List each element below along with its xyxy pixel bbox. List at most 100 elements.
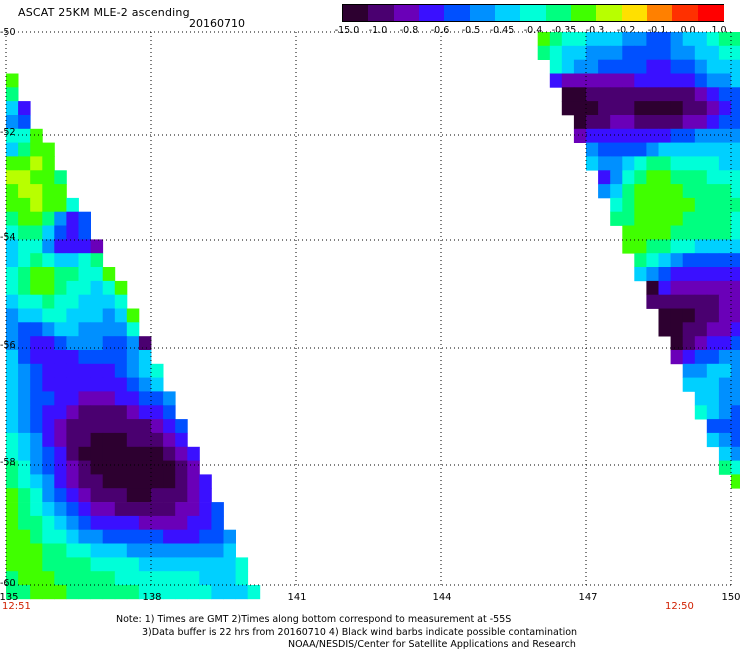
wind-cell-right bbox=[622, 73, 635, 88]
wind-cell-right bbox=[706, 350, 720, 365]
wind-cell-right bbox=[670, 322, 684, 337]
wind-cell-right bbox=[634, 156, 647, 171]
wind-cell-left bbox=[6, 432, 19, 448]
wind-cell-right bbox=[670, 128, 684, 143]
wind-cell-right bbox=[586, 59, 599, 74]
wind-cell-right bbox=[670, 32, 684, 47]
wind-cell-right bbox=[682, 377, 696, 392]
wind-cell-left bbox=[42, 391, 55, 406]
wind-cell-left bbox=[54, 557, 67, 572]
wind-cell-left bbox=[66, 363, 79, 378]
wind-cell-left bbox=[247, 585, 261, 600]
wind-cell-right bbox=[610, 156, 623, 171]
wind-cell-left bbox=[126, 363, 140, 378]
wind-cell-left bbox=[90, 336, 104, 351]
wind-cell-right bbox=[646, 170, 659, 185]
wind-cell-left bbox=[18, 377, 31, 392]
wind-cell-right bbox=[586, 101, 599, 116]
wind-cell-right bbox=[646, 239, 659, 254]
wind-cell-left bbox=[18, 446, 31, 461]
wind-cell-right bbox=[658, 211, 671, 226]
wind-cell-left bbox=[30, 488, 43, 503]
wind-cell-left bbox=[6, 73, 19, 88]
wind-cell-left bbox=[18, 419, 31, 434]
wind-cell-left bbox=[78, 336, 91, 351]
wind-cell-left bbox=[90, 350, 104, 365]
wind-cell-right bbox=[610, 101, 623, 116]
wind-cell-left bbox=[114, 571, 128, 586]
wind-cell-left bbox=[18, 197, 31, 213]
wind-cell-left bbox=[90, 502, 104, 517]
wind-cell-right bbox=[634, 73, 647, 88]
wind-cell-right bbox=[646, 101, 659, 116]
wind-cell-right bbox=[694, 184, 708, 199]
wind-cell-left bbox=[66, 446, 79, 461]
wind-cell-left bbox=[54, 460, 67, 475]
wind-cell-right bbox=[586, 156, 599, 171]
wind-cell-left bbox=[6, 280, 19, 296]
wind-cell-right bbox=[610, 115, 623, 130]
lat-label-56: -56 bbox=[0, 340, 16, 351]
wind-cell-right bbox=[670, 253, 684, 268]
wind-cell-left bbox=[42, 225, 55, 240]
wind-cell-right bbox=[610, 142, 623, 157]
wind-cell-left bbox=[102, 294, 116, 309]
wind-cell-right bbox=[694, 336, 708, 351]
wind-cell-left bbox=[6, 557, 19, 572]
wind-cell-left bbox=[6, 543, 19, 558]
wind-cell-left bbox=[223, 557, 236, 572]
wind-cell-left bbox=[66, 460, 79, 475]
wind-cell-right bbox=[598, 156, 611, 171]
wind-cell-left bbox=[163, 585, 176, 600]
wind-cell-right bbox=[694, 128, 708, 143]
lon-label-135: 135 bbox=[0, 592, 19, 603]
wind-cell-left bbox=[18, 350, 31, 365]
scale-swatch bbox=[343, 5, 369, 21]
wind-cell-left bbox=[175, 557, 188, 572]
wind-cell-right bbox=[718, 59, 732, 74]
wind-cell-right bbox=[598, 87, 611, 102]
wind-cell-left bbox=[30, 557, 43, 572]
wind-cell-left bbox=[199, 502, 212, 517]
wind-cell-left bbox=[54, 377, 67, 392]
wind-cell-right bbox=[610, 59, 623, 74]
wind-cell-left bbox=[187, 460, 200, 475]
wind-cell-left bbox=[42, 267, 55, 282]
wind-cell-left bbox=[42, 253, 55, 268]
wind-cell-right bbox=[731, 45, 740, 60]
wind-cell-right bbox=[706, 32, 720, 47]
wind-cell-right bbox=[731, 59, 740, 74]
wind-cell-right bbox=[731, 142, 740, 157]
wind-cell-left bbox=[235, 571, 249, 586]
wind-cell-left bbox=[42, 350, 55, 365]
wind-cell-right bbox=[718, 336, 732, 351]
wind-cell-left bbox=[30, 571, 43, 586]
wind-cell-right bbox=[622, 32, 635, 47]
wind-cell-left bbox=[42, 529, 55, 544]
wind-cell-left bbox=[18, 585, 31, 600]
wind-cell-right bbox=[670, 87, 684, 102]
wind-cell-left bbox=[151, 543, 164, 558]
wind-cell-left bbox=[18, 474, 31, 489]
wind-cell-left bbox=[138, 474, 152, 489]
wind-cell-left bbox=[138, 336, 152, 351]
wind-cell-right bbox=[731, 405, 740, 420]
wind-cell-right bbox=[598, 128, 611, 143]
wind-cell-left bbox=[102, 529, 116, 544]
wind-cell-left bbox=[42, 502, 55, 517]
scale-tick-label: -0.5 bbox=[461, 25, 481, 36]
lon-label-150: 150 bbox=[721, 592, 740, 603]
wind-cell-right bbox=[718, 239, 732, 254]
wind-cell-left bbox=[66, 571, 79, 586]
wind-cell-right bbox=[622, 211, 635, 226]
wind-cell-right bbox=[682, 239, 696, 254]
wind-cell-right bbox=[634, 267, 647, 282]
wind-cell-left bbox=[42, 336, 55, 351]
wind-cell-right bbox=[573, 87, 587, 102]
wind-cell-left bbox=[138, 405, 152, 420]
wind-cell-right bbox=[694, 101, 708, 116]
wind-cell-right bbox=[670, 280, 684, 296]
wind-cell-left bbox=[18, 225, 31, 240]
wind-cell-right bbox=[622, 225, 635, 240]
